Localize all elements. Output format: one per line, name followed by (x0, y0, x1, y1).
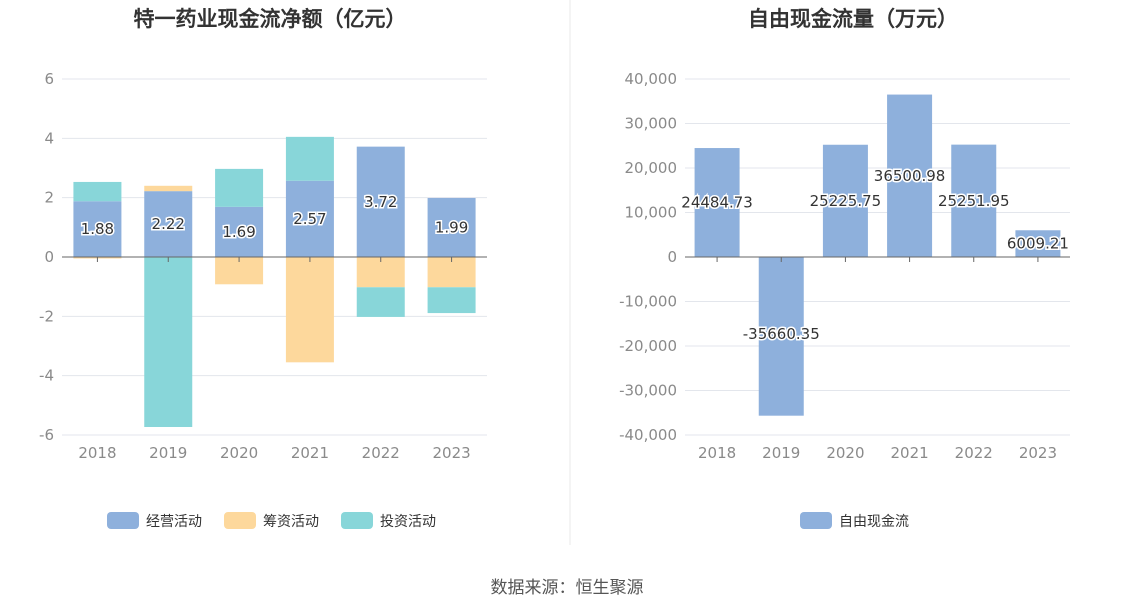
y-tick-label: 2 (44, 189, 54, 207)
legend-swatch-free_cash_flow[interactable] (800, 512, 832, 529)
left-chart-legend[interactable]: 经营活动 筹资活动 投资活动 (107, 512, 436, 530)
left-chart-bars (73, 136, 476, 427)
bar-operating-2019 (144, 191, 193, 257)
left-chart-data-labels: 1.88 2.22 1.69 2.57 3.72 1.99 (79, 191, 470, 242)
bar-free_cash_flow-2020 (822, 144, 868, 257)
y-tick-label: 0 (44, 248, 54, 266)
bar-investing-2020 (215, 168, 264, 207)
bar-investing-2018 (73, 181, 122, 202)
bar-free_cash_flow-2018 (694, 148, 740, 257)
x-tick-label: 2023 (1019, 444, 1057, 462)
x-tick-label: 2022 (955, 444, 993, 462)
left-chart-y-axis: 6 4 2 0 -2 -4 -6 (39, 70, 54, 444)
data-label-2018: 1.88 (81, 220, 114, 238)
bar-financing-2021 (285, 257, 334, 363)
data-label-2023: 6009.21 (1007, 235, 1069, 253)
y-tick-label: -2 (39, 307, 54, 325)
bar-financing-2019 (144, 185, 193, 192)
x-tick-label: 2021 (890, 444, 928, 462)
legend-label-free_cash_flow[interactable]: 自由现金流 (839, 514, 909, 530)
data-label-2022: 25251.95 (938, 192, 1010, 210)
x-tick-label: 2018 (698, 444, 736, 462)
legend-swatch-financing[interactable] (224, 512, 256, 529)
legend-swatch-operating[interactable] (107, 512, 139, 529)
data-label-2022: 3.72 (364, 193, 397, 211)
bar-investing-2023 (427, 287, 476, 314)
bar-investing-2022 (356, 287, 405, 317)
data-label-2021: 36500.98 (874, 167, 946, 185)
y-tick-label: -30,000 (619, 382, 677, 400)
bar-operating-2018 (73, 201, 122, 257)
y-tick-label: 30,000 (625, 115, 678, 133)
right-chart-data-labels: 24484.73 -35660.35 25225.75 36500.98 25251.9… (680, 165, 1071, 344)
left-chart-zero-axis (62, 256, 487, 262)
legend-label-financing[interactable]: 筹资活动 (263, 513, 319, 530)
right-chart-legend[interactable]: 自由现金流 (800, 512, 909, 530)
right-chart-y-axis: 40,000 30,000 20,000 10,000 0 -10,000 -20,000 -… (619, 70, 677, 444)
data-source: 数据来源：恒生聚源 (491, 578, 644, 598)
bar-operating-2022 (356, 146, 405, 257)
x-tick-label: 2019 (762, 444, 800, 462)
data-label-2021: 2.57 (293, 210, 326, 228)
bar-operating-2021 (285, 180, 334, 257)
y-tick-label: 40,000 (625, 70, 678, 88)
y-tick-label: 0 (667, 248, 677, 266)
x-tick-label: 2021 (291, 444, 329, 462)
x-tick-label: 2019 (149, 444, 187, 462)
data-label-2020: 25225.75 (810, 192, 882, 210)
data-label-2019: 2.22 (152, 215, 185, 233)
legend-label-operating[interactable]: 经营活动 (146, 514, 202, 530)
right-chart-x-axis: 2018 2019 2020 2021 2022 2023 (698, 444, 1057, 462)
bar-free_cash_flow-2022 (951, 144, 997, 257)
bar-operating-2023 (427, 197, 476, 257)
bar-free_cash_flow-2023 (1015, 230, 1061, 257)
y-tick-label: 20,000 (625, 159, 678, 177)
y-tick-label: -6 (39, 426, 54, 444)
x-tick-label: 2020 (826, 444, 864, 462)
x-tick-label: 2018 (78, 444, 116, 462)
x-tick-label: 2023 (432, 444, 470, 462)
y-tick-label: 4 (44, 129, 54, 147)
bar-operating-2020 (215, 206, 264, 257)
y-tick-label: -4 (39, 367, 54, 385)
left-chart-title: 特一药业现金流净额（亿元） (134, 7, 407, 31)
bar-investing-2019 (144, 257, 193, 427)
right-chart-title: 自由现金流量（万元） (748, 7, 958, 31)
right-chart-bars (694, 94, 1061, 416)
bar-financing-2023 (427, 257, 476, 288)
y-tick-label: 10,000 (625, 204, 678, 222)
right-chart-gridlines (685, 78, 1070, 436)
x-tick-label: 2022 (362, 444, 400, 462)
bar-free_cash_flow-2019 (758, 257, 804, 416)
data-label-2018: 24484.73 (681, 194, 753, 212)
bar-free_cash_flow-2021 (887, 94, 933, 257)
y-tick-label: -40,000 (619, 426, 677, 444)
x-tick-label: 2020 (220, 444, 258, 462)
legend-swatch-investing[interactable] (341, 512, 373, 529)
data-label-2023: 1.99 (435, 218, 468, 236)
legend-label-investing[interactable]: 投资活动 (380, 514, 436, 530)
y-tick-label: -20,000 (619, 337, 677, 355)
y-tick-label: -10,000 (619, 293, 677, 311)
bar-investing-2021 (285, 136, 334, 181)
y-tick-label: 6 (44, 70, 54, 88)
left-chart-x-axis: 2018 2019 2020 2021 2022 2023 (78, 444, 470, 462)
right-chart-zero-axis (685, 256, 1070, 262)
left-chart-gridlines (62, 78, 487, 436)
data-label-2019: -35660.35 (743, 325, 820, 343)
data-label-2020: 1.69 (222, 223, 255, 241)
bar-financing-2022 (356, 257, 405, 288)
